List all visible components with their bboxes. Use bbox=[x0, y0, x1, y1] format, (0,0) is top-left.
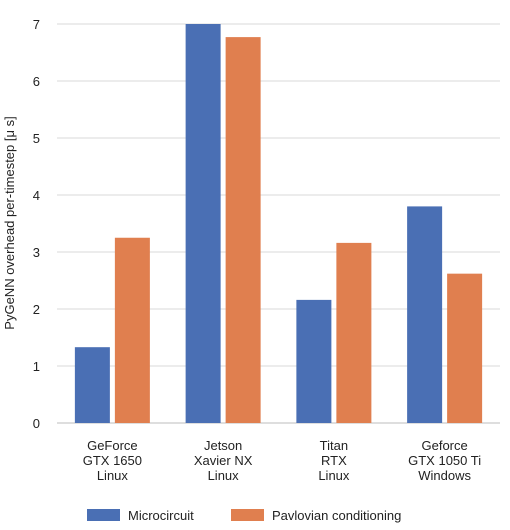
y-tick-label: 6 bbox=[33, 74, 40, 89]
bar bbox=[74, 347, 110, 423]
y-tick-labels: 0 1 2 3 4 5 6 7 bbox=[33, 17, 40, 431]
bar bbox=[225, 37, 261, 424]
bars bbox=[74, 24, 483, 424]
x-category-label: Titan RTX Linux bbox=[318, 438, 350, 483]
legend-label: Microcircuit bbox=[128, 508, 194, 523]
y-tick-label: 5 bbox=[33, 131, 40, 146]
bar bbox=[114, 237, 150, 423]
y-tick-label: 4 bbox=[33, 188, 40, 203]
y-tick-label: 0 bbox=[33, 416, 40, 431]
x-category-label: Geforce GTX 1050 Ti Windows bbox=[408, 438, 481, 483]
y-tick-label: 1 bbox=[33, 359, 40, 374]
bar bbox=[185, 24, 221, 423]
bar bbox=[407, 206, 443, 423]
y-tick-label: 2 bbox=[33, 302, 40, 317]
legend-swatch bbox=[231, 509, 264, 521]
y-tick-label: 3 bbox=[33, 245, 40, 260]
x-category-label: GeForce GTX 1650 Linux bbox=[83, 438, 142, 483]
y-tick-label: 7 bbox=[33, 17, 40, 32]
y-axis-label: PyGeNN overhead per-timestep [μ s] bbox=[2, 116, 17, 329]
legend-swatch bbox=[87, 509, 120, 521]
bar bbox=[447, 273, 483, 423]
bar bbox=[296, 299, 332, 423]
x-category-labels: GeForce GTX 1650 Linux Jetson Xavier NX Linux… bbox=[83, 438, 481, 483]
x-category-label: Jetson Xavier NX Linux bbox=[194, 438, 253, 483]
legend: Microcircuit Pavlovian conditioning bbox=[87, 508, 401, 523]
legend-label: Pavlovian conditioning bbox=[272, 508, 401, 523]
bar bbox=[336, 242, 372, 423]
